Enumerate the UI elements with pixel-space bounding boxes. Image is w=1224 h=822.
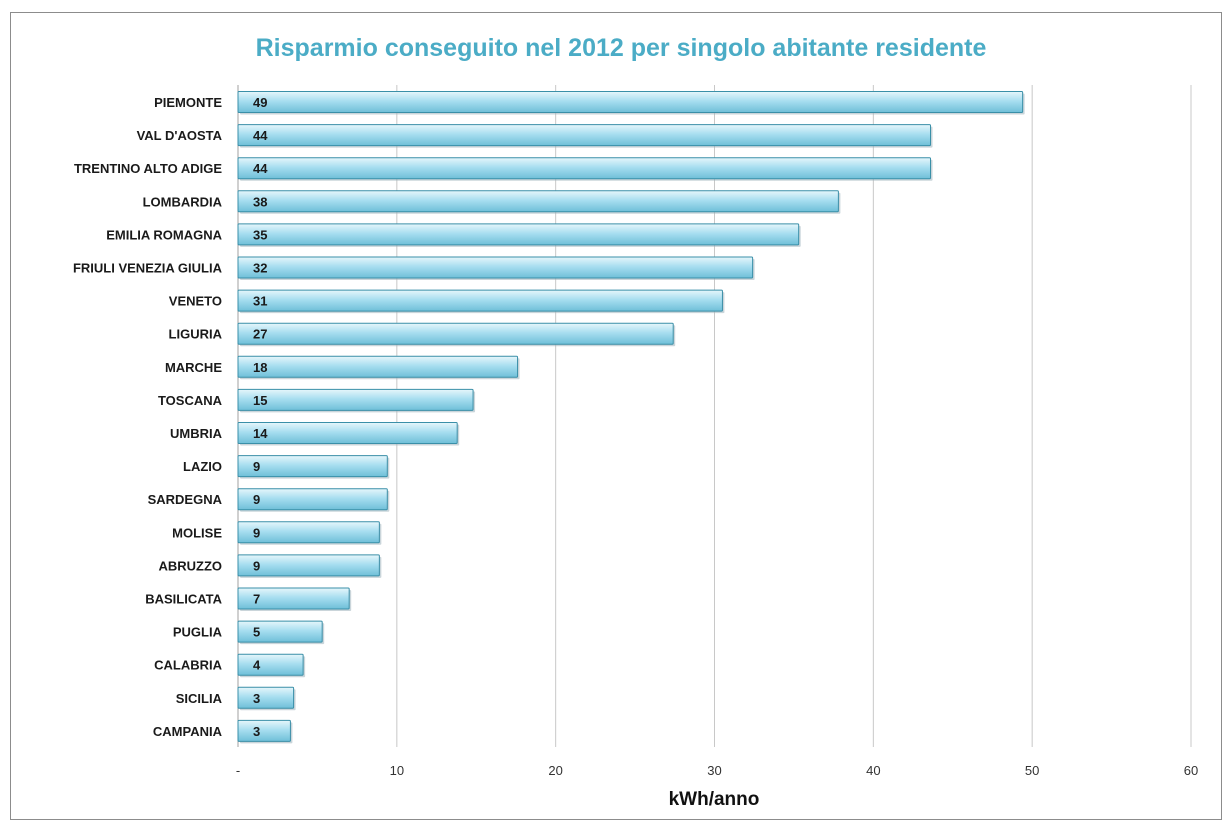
category-label: MARCHE: [165, 360, 222, 375]
data-label: 14: [253, 426, 268, 441]
category-label: SARDEGNA: [148, 492, 223, 507]
data-label: 7: [253, 592, 260, 607]
gridlines: [237, 85, 1192, 747]
category-label: TRENTINO ALTO ADIGE: [74, 161, 222, 176]
category-label: LOMBARDIA: [143, 194, 223, 209]
bar: [237, 422, 458, 444]
category-label: LAZIO: [183, 459, 222, 474]
bar: [237, 91, 1024, 113]
data-label: 9: [253, 492, 260, 507]
category-label: BASILICATA: [145, 592, 222, 607]
data-label: 49: [253, 95, 267, 110]
bar-group: 3: [237, 686, 296, 711]
category-label: EMILIA ROMAGNA: [106, 227, 222, 242]
bar-group: 32: [237, 256, 755, 280]
bar: [237, 554, 380, 577]
bar-group: 9: [237, 488, 390, 512]
category-label: SICILIA: [176, 691, 223, 706]
bar-group: 44: [237, 124, 933, 148]
category-label: PIEMONTE: [154, 95, 222, 110]
bar-group: 5: [237, 620, 325, 645]
data-label: 9: [253, 558, 260, 573]
x-tick-label: 30: [707, 763, 721, 778]
x-tick-label: 20: [548, 763, 562, 778]
x-tick-label: 40: [866, 763, 880, 778]
bar: [237, 256, 754, 279]
data-label: 18: [253, 360, 267, 375]
bars: 49 44 44 38 35 32 31 27 18 15 14 9 9 9 9 7 5 4 3 3: [237, 91, 1025, 744]
data-label: 3: [253, 691, 260, 706]
bar: [237, 223, 800, 246]
data-label: 38: [253, 194, 267, 209]
category-label: PUGLIA: [173, 625, 223, 640]
x-tick-labels: - 10 20 30 40 50 60: [236, 763, 1198, 778]
category-label: VAL D'AOSTA: [137, 128, 223, 143]
category-label: VENETO: [169, 294, 222, 309]
category-label: TOSCANA: [158, 393, 223, 408]
chart-frame: Risparmio conseguito nel 2012 per singol…: [10, 12, 1222, 820]
bar-group: 27: [237, 322, 676, 347]
bar: [237, 322, 674, 345]
data-label: 44: [253, 128, 268, 143]
bar-group: 7: [237, 587, 352, 611]
data-label: 44: [253, 161, 268, 176]
bar: [237, 521, 380, 544]
bar: [237, 388, 474, 411]
bar-group: 4: [237, 653, 306, 678]
bar: [237, 587, 350, 610]
bar: [237, 355, 519, 378]
bar: [237, 124, 932, 147]
category-label: UMBRIA: [170, 426, 223, 441]
category-label: ABRUZZO: [158, 558, 222, 573]
bar-chart: Risparmio conseguito nel 2012 per singol…: [73, 34, 1198, 810]
bar: [237, 488, 388, 511]
category-labels: PIEMONTE VAL D'AOSTA TRENTINO ALTO ADIGE LO…: [73, 95, 223, 739]
bar: [237, 620, 323, 643]
category-label: FRIULI VENEZIA GIULIA: [73, 261, 223, 276]
data-label: 27: [253, 327, 267, 342]
bar-group: 49: [237, 91, 1025, 115]
bar-group: 18: [237, 355, 520, 380]
bar: [237, 719, 291, 742]
bar-group: 14: [237, 422, 460, 446]
data-label: 9: [253, 459, 260, 474]
data-label: 31: [253, 294, 267, 309]
data-label: 15: [253, 393, 267, 408]
chart-title: Risparmio conseguito nel 2012 per singol…: [256, 34, 987, 62]
category-label: CALABRIA: [154, 658, 222, 673]
data-label: 4: [253, 658, 261, 673]
x-tick-label: -: [236, 763, 240, 778]
x-tick-label: 10: [390, 763, 404, 778]
bar-group: 9: [237, 521, 382, 545]
bar: [237, 157, 932, 180]
bar-group: 38: [237, 190, 841, 214]
data-label: 5: [253, 625, 260, 640]
x-tick-label: 50: [1025, 763, 1039, 778]
bar-group: 44: [237, 157, 933, 181]
data-label: 9: [253, 525, 260, 540]
category-label: MOLISE: [172, 525, 222, 540]
x-tick-label: 60: [1184, 763, 1198, 778]
bar: [237, 289, 723, 312]
data-label: 32: [253, 261, 267, 276]
x-axis-label: kWh/anno: [669, 789, 760, 810]
bar: [237, 190, 839, 213]
bar-group: 35: [237, 223, 801, 247]
bar: [237, 686, 295, 709]
bar-group: 9: [237, 554, 382, 578]
bar-group: 3: [237, 719, 293, 744]
category-label: LIGURIA: [169, 327, 223, 342]
bar-group: 31: [237, 289, 725, 314]
bar: [237, 455, 388, 478]
bar: [237, 653, 304, 676]
data-label: 35: [253, 227, 267, 242]
bar-group: 15: [237, 388, 476, 413]
bar-group: 9: [237, 455, 390, 479]
category-label: CAMPANIA: [153, 724, 223, 739]
data-label: 3: [253, 724, 260, 739]
